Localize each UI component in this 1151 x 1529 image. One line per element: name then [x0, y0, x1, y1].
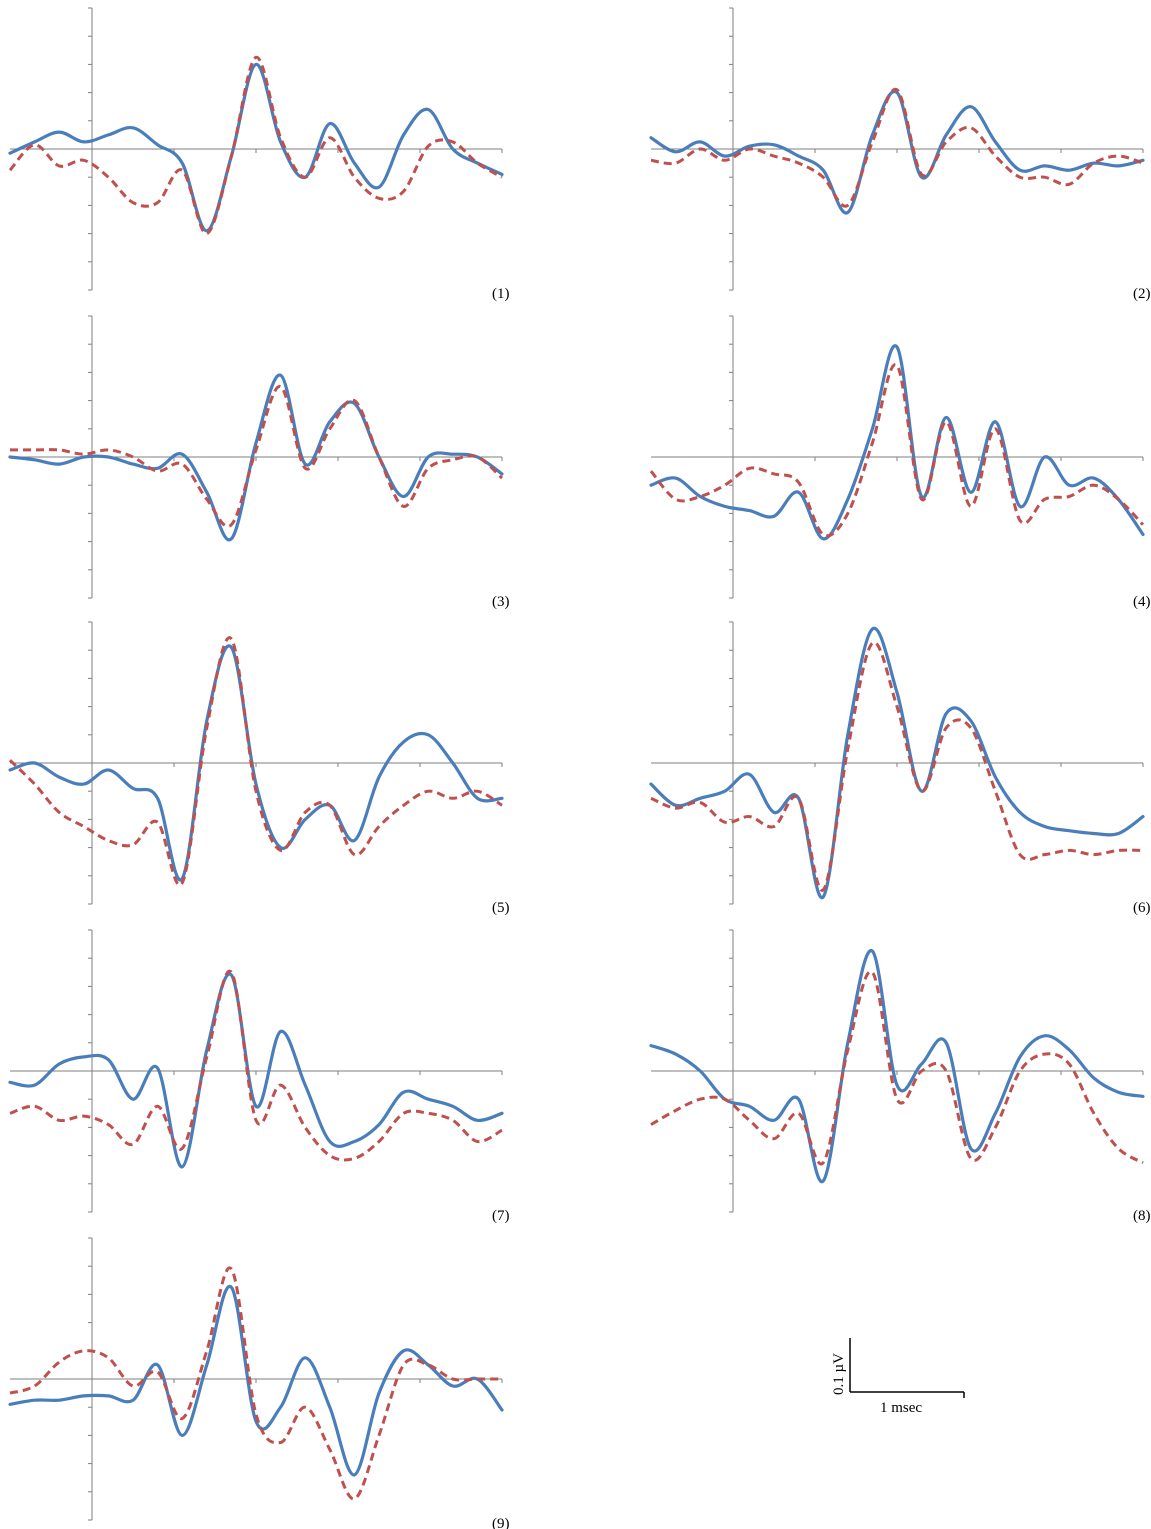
dashed-trace	[8, 636, 503, 887]
panel-7: (7)	[8, 929, 510, 1224]
dashed-trace	[9, 969, 503, 1162]
panel-5: (5)	[8, 621, 510, 916]
dashed-trace	[650, 970, 1144, 1166]
dashed-trace	[10, 385, 504, 528]
panel-label: (6)	[1133, 900, 1151, 916]
panel-label: (4)	[1133, 594, 1151, 610]
dashed-trace	[8, 55, 503, 236]
solid-trace	[649, 949, 1145, 1184]
panel-4: (4)	[649, 315, 1151, 610]
scale-bar-vertical-label: 0.1 µV	[831, 1353, 847, 1395]
panel-label: (1)	[492, 286, 510, 302]
scale-bar-horizontal-label: 1 msec	[880, 1400, 922, 1416]
dashed-trace	[649, 363, 1145, 538]
panel-8: (8)	[649, 929, 1151, 1224]
solid-trace	[649, 89, 1145, 215]
solid-trace	[649, 626, 1145, 900]
panel-label: (7)	[492, 1208, 510, 1224]
panel-3: (3)	[8, 315, 510, 610]
panel-label: (8)	[1133, 1208, 1151, 1224]
solid-trace	[8, 62, 504, 233]
panel-1: (1)	[8, 7, 510, 302]
dashed-trace	[650, 641, 1144, 892]
solid-trace	[649, 344, 1145, 541]
dashed-trace	[650, 88, 1144, 208]
solid-trace	[8, 1284, 504, 1477]
panel-label: (9)	[492, 1516, 510, 1529]
panel-label: (2)	[1133, 286, 1151, 302]
scale-bar: 0.1 µV 1 msec	[831, 1338, 965, 1416]
panel-label: (5)	[492, 900, 510, 916]
dashed-trace	[9, 1266, 502, 1501]
panel-6: (6)	[649, 621, 1151, 916]
panel-label: (3)	[492, 594, 510, 610]
panel-9: (9)	[8, 1237, 510, 1529]
solid-trace	[8, 972, 504, 1169]
panel-2: (2)	[649, 7, 1151, 302]
solid-trace	[8, 373, 504, 542]
